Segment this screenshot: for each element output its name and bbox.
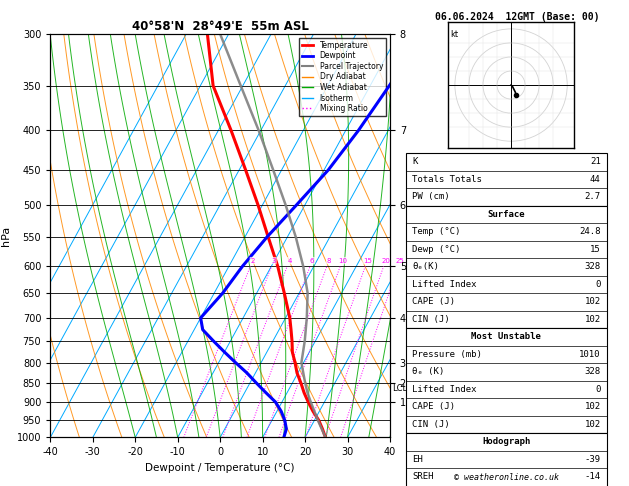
Text: Hodograph: Hodograph [482,437,530,446]
Text: Dewp (°C): Dewp (°C) [412,245,460,254]
Text: θₑ(K): θₑ(K) [412,262,439,271]
Text: CIN (J): CIN (J) [412,420,450,429]
Text: LCL: LCL [392,384,407,393]
Text: 21: 21 [590,157,601,166]
Y-axis label: hPa: hPa [1,226,11,246]
Text: 25: 25 [396,258,404,263]
Text: Mixing Ratio (g/kg): Mixing Ratio (g/kg) [430,193,438,278]
Text: -39: -39 [584,455,601,464]
Text: Surface: Surface [487,210,525,219]
Text: -14: -14 [584,472,601,481]
Text: 102: 102 [584,402,601,411]
X-axis label: Dewpoint / Temperature (°C): Dewpoint / Temperature (°C) [145,463,295,473]
Text: Lifted Index: Lifted Index [412,385,477,394]
Text: Lifted Index: Lifted Index [412,280,477,289]
Text: 8: 8 [326,258,331,263]
Text: CIN (J): CIN (J) [412,315,450,324]
Text: SREH: SREH [412,472,433,481]
Text: 06.06.2024  12GMT (Base: 00): 06.06.2024 12GMT (Base: 00) [435,12,599,22]
Text: CAPE (J): CAPE (J) [412,402,455,411]
Text: 4: 4 [287,258,292,263]
Text: 15: 15 [363,258,372,263]
Text: 10: 10 [338,258,347,263]
Text: 0: 0 [595,280,601,289]
Text: kt: kt [451,30,459,39]
Text: 20: 20 [381,258,390,263]
Text: Most Unstable: Most Unstable [471,332,542,341]
Text: 102: 102 [584,315,601,324]
Text: Totals Totals: Totals Totals [412,175,482,184]
Text: Pressure (mb): Pressure (mb) [412,350,482,359]
Text: 102: 102 [584,297,601,306]
Text: 24.8: 24.8 [579,227,601,236]
Text: 15: 15 [590,245,601,254]
Text: 2: 2 [250,258,255,263]
Text: 44: 44 [590,175,601,184]
Text: Temp (°C): Temp (°C) [412,227,460,236]
Text: 0: 0 [595,385,601,394]
Title: 40°58'N  28°49'E  55m ASL: 40°58'N 28°49'E 55m ASL [131,20,309,33]
Text: 2.7: 2.7 [584,192,601,201]
Y-axis label: km
ASL: km ASL [411,226,433,245]
Text: 6: 6 [310,258,314,263]
Text: PW (cm): PW (cm) [412,192,450,201]
Text: © weatheronline.co.uk: © weatheronline.co.uk [454,473,559,482]
Text: CAPE (J): CAPE (J) [412,297,455,306]
Legend: Temperature, Dewpoint, Parcel Trajectory, Dry Adiabat, Wet Adiabat, Isotherm, Mi: Temperature, Dewpoint, Parcel Trajectory… [299,38,386,116]
Text: 328: 328 [584,367,601,376]
Text: 102: 102 [584,420,601,429]
Text: 1010: 1010 [579,350,601,359]
Text: θₑ (K): θₑ (K) [412,367,444,376]
Text: K: K [412,157,418,166]
Text: 328: 328 [584,262,601,271]
Text: 3: 3 [272,258,276,263]
Text: EH: EH [412,455,423,464]
